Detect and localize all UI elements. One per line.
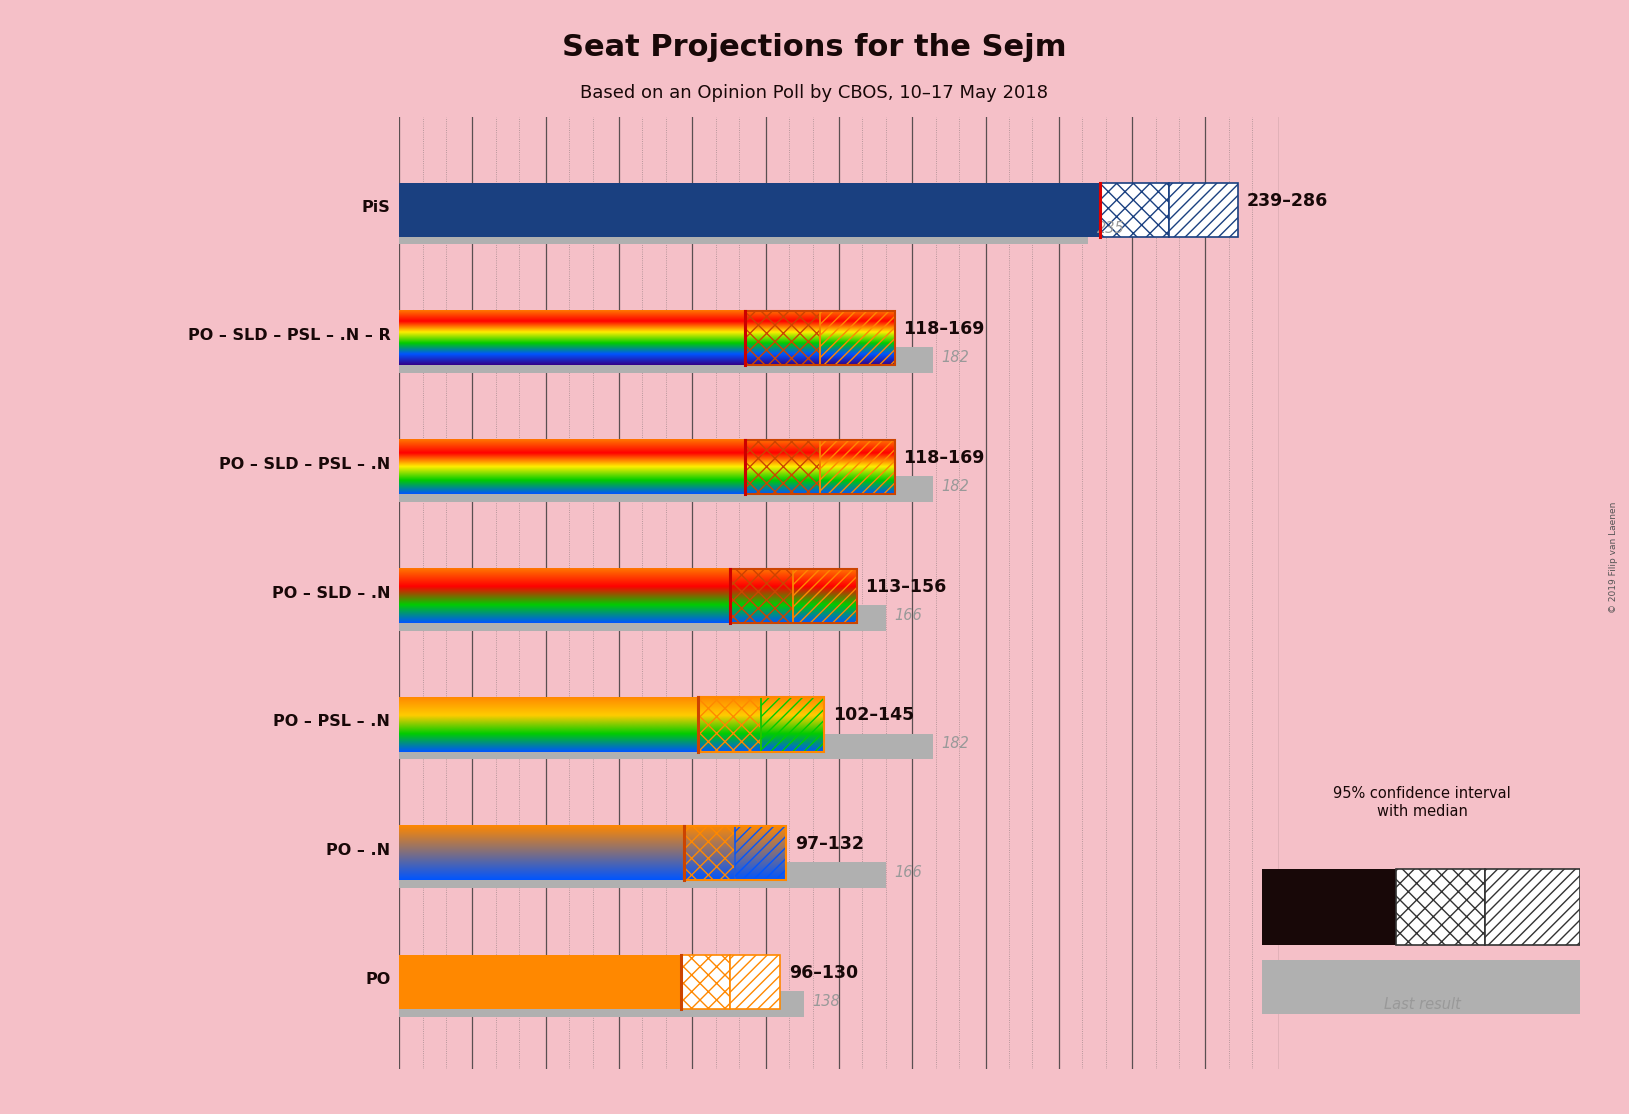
- Text: 166: 166: [894, 864, 922, 880]
- Bar: [819, 440, 894, 495]
- Bar: [1396, 869, 1484, 945]
- Text: PO – SLD – .N: PO – SLD – .N: [272, 586, 391, 600]
- Text: 138: 138: [813, 994, 841, 1008]
- Bar: [1100, 183, 1170, 236]
- Text: PO – PSL – .N: PO – PSL – .N: [274, 714, 391, 730]
- Text: Seat Projections for the Sejm: Seat Projections for the Sejm: [562, 33, 1067, 62]
- Text: PO – SLD – PSL – .N: PO – SLD – PSL – .N: [218, 457, 391, 472]
- Bar: [399, 733, 933, 760]
- Bar: [1262, 959, 1580, 1014]
- Bar: [399, 348, 933, 373]
- Bar: [1484, 869, 1580, 945]
- Bar: [730, 569, 857, 623]
- Text: 118–169: 118–169: [904, 321, 986, 339]
- Bar: [399, 218, 1088, 244]
- Text: 182: 182: [942, 479, 969, 494]
- Bar: [744, 440, 894, 495]
- Bar: [699, 697, 824, 752]
- Text: 97–132: 97–132: [795, 836, 863, 853]
- Bar: [684, 827, 735, 880]
- Text: PiS: PiS: [362, 199, 391, 215]
- Text: 95% confidence interval
with median: 95% confidence interval with median: [1333, 786, 1512, 819]
- Bar: [744, 440, 819, 495]
- Bar: [399, 183, 1100, 236]
- Bar: [793, 569, 857, 623]
- Bar: [684, 827, 787, 880]
- Bar: [681, 955, 730, 1009]
- Bar: [744, 311, 819, 365]
- Bar: [761, 697, 824, 752]
- Bar: [1170, 183, 1238, 236]
- Text: Last result: Last result: [1383, 997, 1461, 1012]
- Bar: [730, 955, 780, 1009]
- Bar: [399, 955, 681, 1009]
- Text: 235: 235: [1096, 222, 1124, 236]
- Text: Based on an Opinion Poll by CBOS, 10–17 May 2018: Based on an Opinion Poll by CBOS, 10–17 …: [580, 84, 1049, 101]
- Text: PO – SLD – PSL – .N – R: PO – SLD – PSL – .N – R: [187, 329, 391, 343]
- Bar: [699, 697, 761, 752]
- Text: 166: 166: [894, 607, 922, 623]
- Bar: [1262, 869, 1396, 945]
- Text: © 2019 Filip van Laenen: © 2019 Filip van Laenen: [1608, 501, 1618, 613]
- Bar: [399, 476, 933, 501]
- Text: 113–156: 113–156: [865, 578, 946, 596]
- Text: PO: PO: [365, 971, 391, 987]
- Text: 182: 182: [942, 736, 969, 751]
- Bar: [735, 827, 787, 880]
- Text: PO – .N: PO – .N: [326, 843, 391, 858]
- Bar: [819, 311, 894, 365]
- Bar: [730, 569, 793, 623]
- Text: 96–130: 96–130: [788, 964, 858, 981]
- Text: 118–169: 118–169: [904, 449, 986, 467]
- Bar: [744, 311, 894, 365]
- Bar: [399, 862, 886, 888]
- Text: 239–286: 239–286: [1246, 192, 1328, 209]
- Text: 102–145: 102–145: [832, 706, 914, 724]
- Bar: [399, 991, 803, 1017]
- Bar: [399, 605, 886, 631]
- Text: 182: 182: [942, 350, 969, 365]
